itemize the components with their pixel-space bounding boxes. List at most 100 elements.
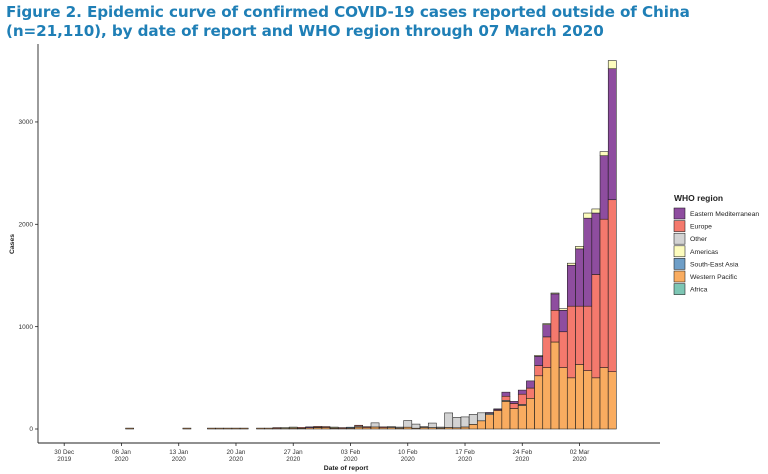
bar-2020-02-11 xyxy=(411,423,421,430)
bar-segment-europe xyxy=(534,365,543,377)
bar-2020-02-05 xyxy=(362,426,372,430)
bar-2020-02-15 xyxy=(444,412,453,430)
bar-segment-eastern-mediterranean xyxy=(485,412,494,414)
y-tick-label: 3000 xyxy=(19,119,34,126)
bar-segment-western-pacific xyxy=(215,427,224,430)
bar-2020-02-10 xyxy=(403,420,413,430)
bar-segment-western-pacific xyxy=(207,427,216,430)
legend-swatch-americas xyxy=(673,245,686,258)
bar-segment-western-pacific xyxy=(370,426,380,430)
legend-label-eastern-mediterranean: Eastern Mediterranean xyxy=(690,211,759,218)
bar-2020-02-06 xyxy=(370,422,380,430)
bar-segment-europe xyxy=(591,274,601,379)
bar-segment-eastern-mediterranean xyxy=(501,391,511,397)
bar-2020-02-28 xyxy=(550,292,560,430)
legend-label-africa: Africa xyxy=(690,287,708,294)
x-tick-label: 24 Feb 2020 xyxy=(512,449,532,463)
bar-segment-western-pacific xyxy=(460,426,470,430)
bar-segment-americas xyxy=(607,60,617,70)
x-tick-label: 03 Feb 2020 xyxy=(341,449,361,463)
bar-segment-western-pacific xyxy=(591,377,601,430)
bar-segment-europe xyxy=(501,395,511,401)
legend: WHO region Eastern Mediterranean Europe Ot… xyxy=(673,193,759,295)
bar-segment-other xyxy=(395,426,404,429)
bar-segment-europe xyxy=(337,427,347,429)
bar-segment-europe xyxy=(558,331,568,368)
bar-segment-western-pacific xyxy=(567,377,576,430)
bar-segment-eastern-mediterranean xyxy=(493,408,503,411)
bar-segment-europe xyxy=(567,305,576,379)
x-tick-label: 02 Mar 2020 xyxy=(570,449,590,463)
bar-segment-other xyxy=(370,422,380,428)
legend-swatch-europe xyxy=(673,220,686,232)
bar-2020-02-26 xyxy=(534,355,543,430)
bar-segment-europe xyxy=(599,218,609,368)
bar-2020-03-01 xyxy=(567,262,576,430)
bar-segment-western-pacific xyxy=(534,375,543,430)
x-tick-label: 17 Feb 2020 xyxy=(455,449,475,463)
bar-segment-americas xyxy=(583,212,593,219)
x-tick-label: 06 Jan 2020 xyxy=(112,449,131,463)
bar-2020-01-26 xyxy=(280,427,290,430)
bar-segment-americas xyxy=(288,426,298,429)
bar-segment-western-pacific xyxy=(264,427,274,430)
bar-2020-02-22 xyxy=(501,391,511,430)
bar-segment-americas xyxy=(550,292,560,295)
bar-segment-western-pacific xyxy=(583,370,593,430)
bar-segment-other xyxy=(387,426,396,428)
bar-segment-western-pacific xyxy=(542,367,552,430)
bar-2020-02-18 xyxy=(468,414,478,430)
bar-segment-europe xyxy=(607,199,617,372)
bar-segment-europe xyxy=(542,336,552,368)
y-tick-label: 0 xyxy=(29,426,33,433)
bar-segment-western-pacific xyxy=(550,341,560,430)
bar-segment-americas xyxy=(280,427,290,429)
bar-2020-01-20 xyxy=(231,427,241,430)
bar-segment-eastern-mediterranean xyxy=(558,309,568,333)
bar-segment-eastern-mediterranean xyxy=(526,380,535,389)
bar-segment-europe xyxy=(550,309,560,343)
legend-swatch-western-pacific xyxy=(673,270,686,283)
bar-2020-02-16 xyxy=(452,417,462,430)
bar-segment-europe xyxy=(509,403,519,409)
bar-2020-02-29 xyxy=(558,308,568,430)
y-ticks: 0 1000 2000 3000 xyxy=(19,119,38,433)
bar-2020-01-24 xyxy=(264,427,274,430)
bar-segment-eastern-mediterranean xyxy=(583,217,593,307)
bar-2020-01-23 xyxy=(256,427,265,430)
bar-segment-western-pacific xyxy=(239,427,249,430)
legend-title: WHO region xyxy=(674,193,723,203)
bar-2020-01-31 xyxy=(321,426,331,430)
x-tick-label: 30 Dec 2019 xyxy=(54,449,74,463)
bar-segment-eastern-mediterranean xyxy=(550,293,560,311)
bar-segment-other xyxy=(427,422,437,428)
figure-title: Figure 2. Epidemic curve of confirmed CO… xyxy=(6,3,690,40)
legend-label-americas: Americas xyxy=(690,249,719,256)
bar-segment-western-pacific xyxy=(231,427,241,430)
bar-segment-other xyxy=(477,412,486,422)
bar-segment-eastern-mediterranean xyxy=(591,212,601,275)
bar-2020-02-02 xyxy=(337,427,347,430)
bar-segment-europe xyxy=(583,305,593,371)
bar-2020-02-21 xyxy=(493,408,503,430)
legend-items: Eastern Mediterranean Europe Other Americas… xyxy=(673,207,759,295)
bar-segment-europe xyxy=(297,427,306,429)
bar-segment-other xyxy=(403,420,413,428)
bar-2020-02-04 xyxy=(354,424,364,430)
bar-2020-01-27 xyxy=(288,426,298,430)
legend-label-europe: Europe xyxy=(690,224,712,231)
bar-segment-europe xyxy=(526,387,535,399)
bar-segment-western-pacific xyxy=(509,408,519,430)
bar-2020-01-07 xyxy=(125,427,134,430)
bar-segment-americas xyxy=(329,426,339,429)
bar-segment-other xyxy=(452,417,462,429)
bar-2020-03-03 xyxy=(583,212,593,430)
bar-segment-western-pacific xyxy=(493,410,503,430)
bar-segment-western-pacific xyxy=(517,405,527,430)
bar-2020-01-25 xyxy=(272,427,282,430)
bar-segment-europe xyxy=(575,305,584,365)
bar-2020-02-08 xyxy=(387,426,396,430)
x-ticks: 30 Dec 2019 06 Jan 2020 13 Jan 2020 20 Jan 2020… xyxy=(54,443,589,463)
bar-segment-western-pacific xyxy=(182,427,192,430)
